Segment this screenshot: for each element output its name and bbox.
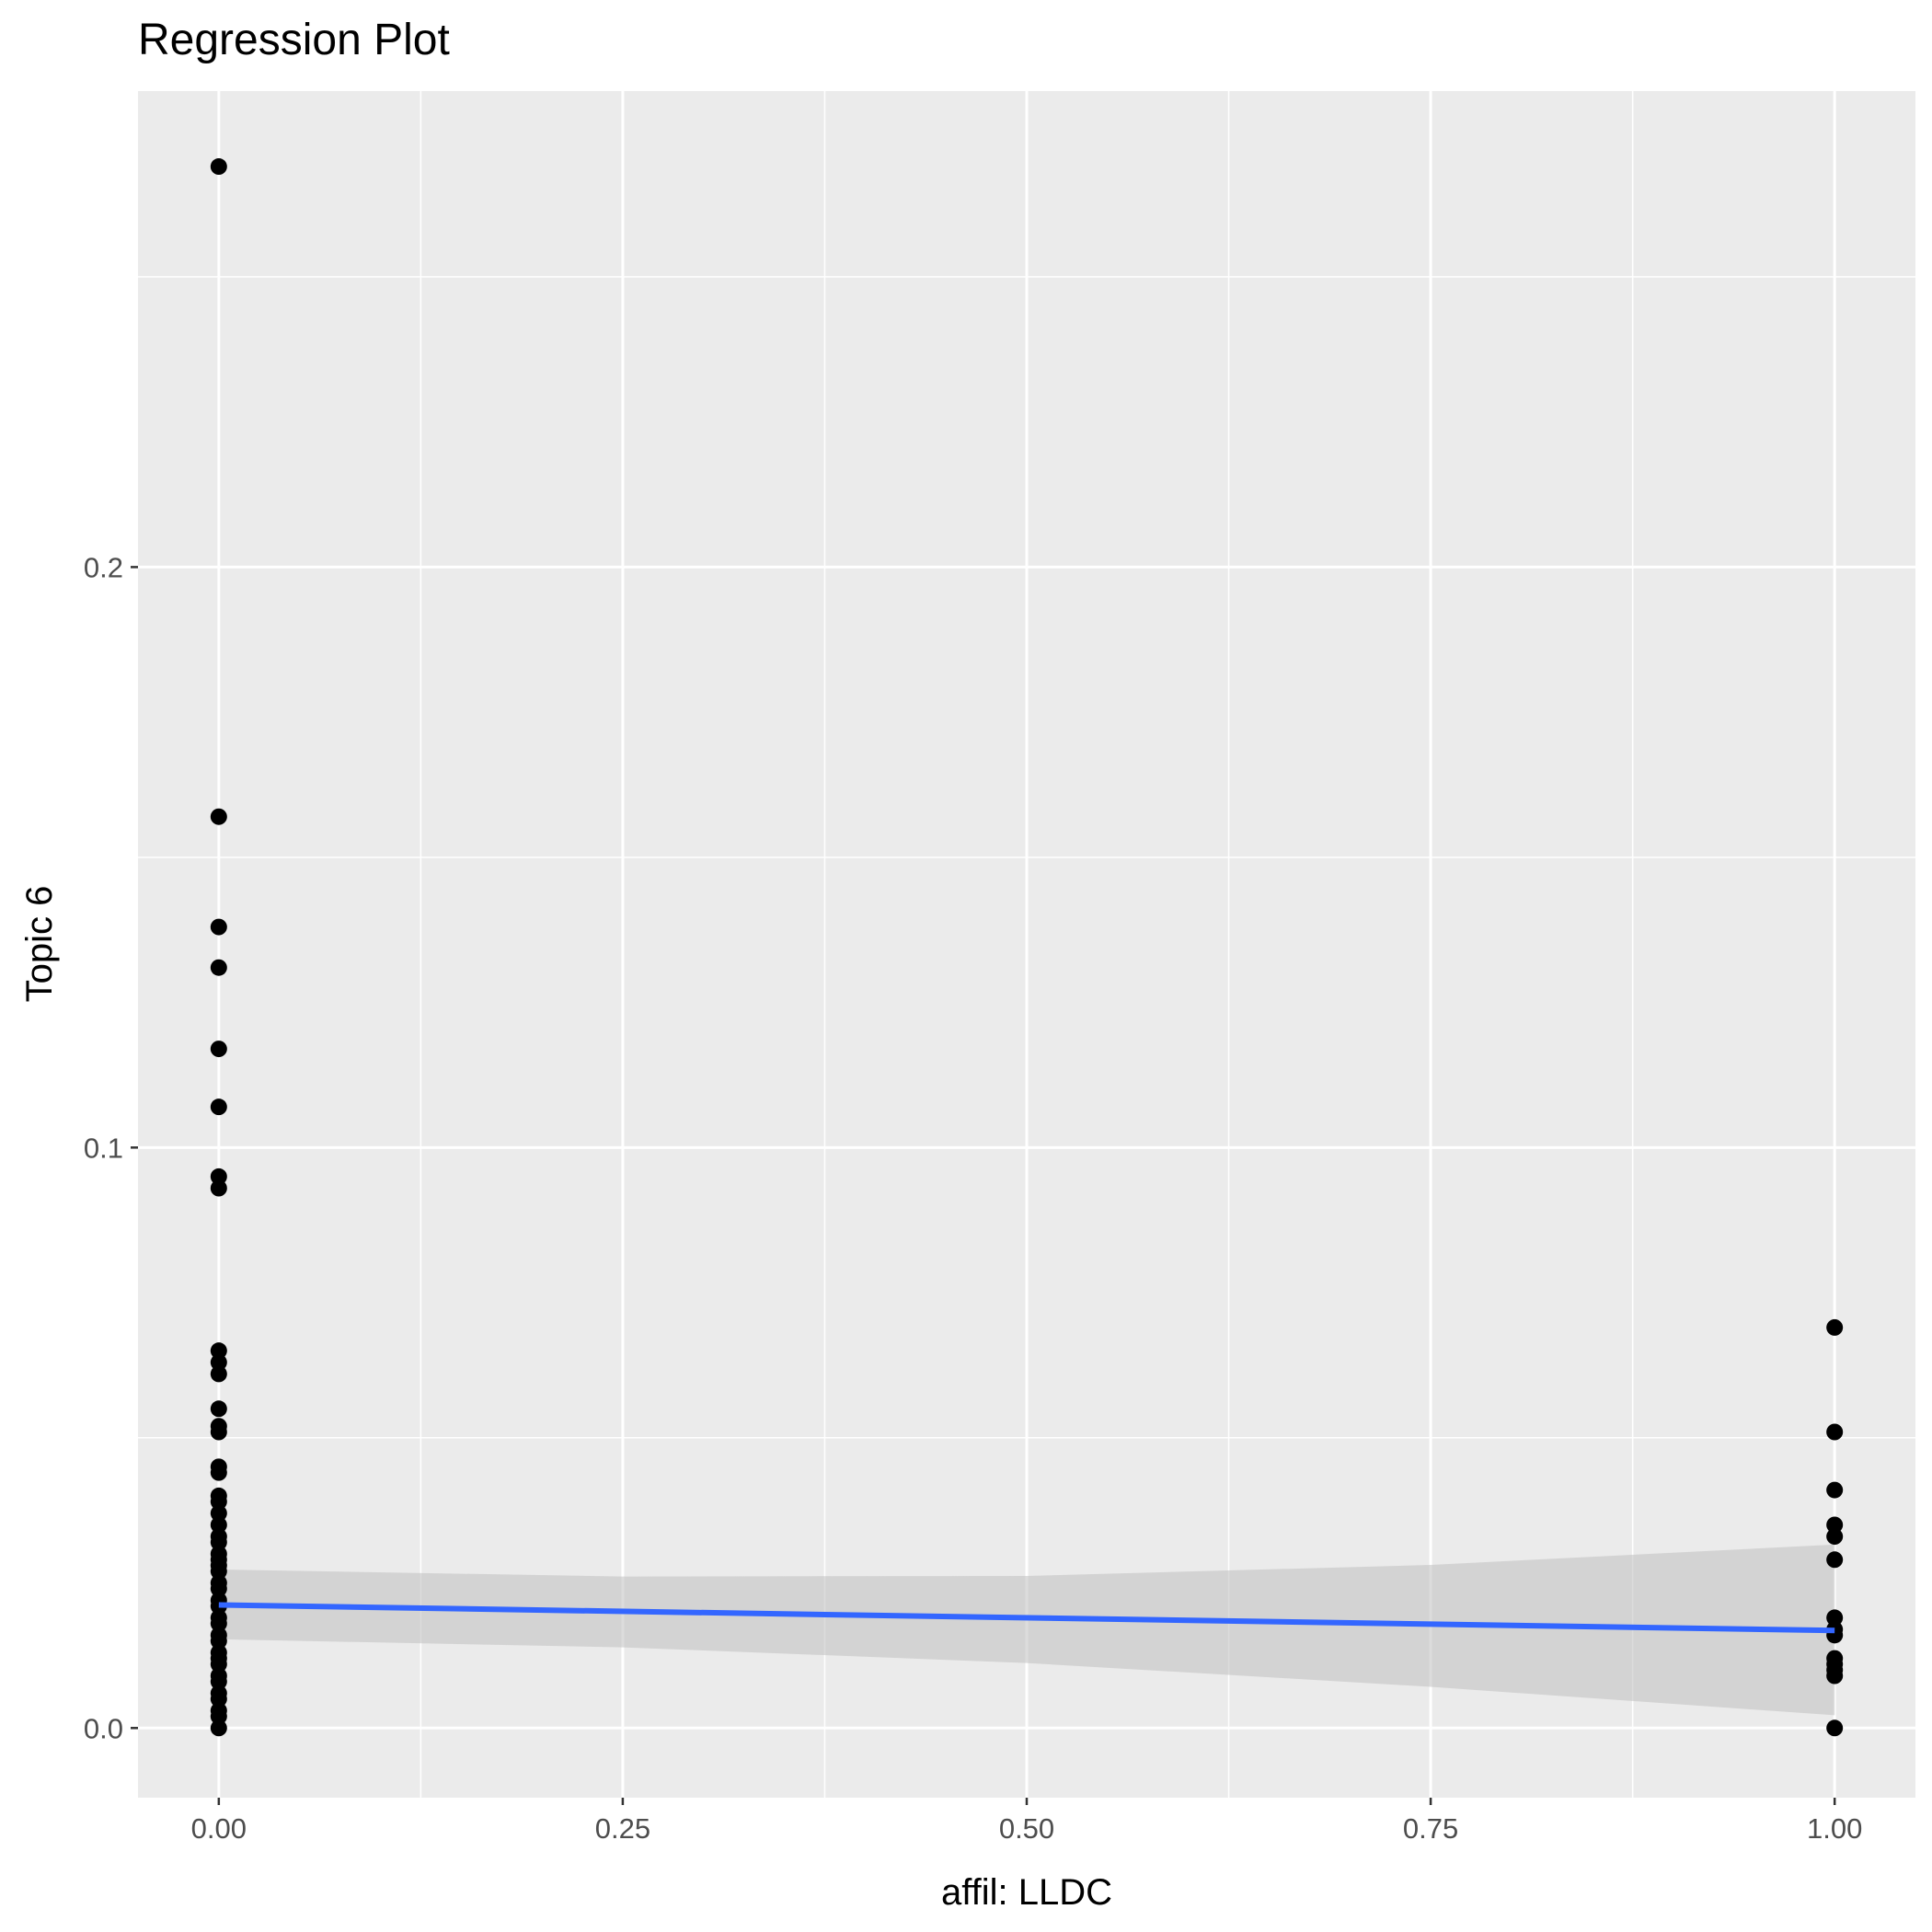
data-point: [210, 1353, 227, 1371]
data-point: [210, 1580, 227, 1597]
data-point: [210, 1493, 227, 1511]
points-layer: [210, 158, 1844, 1737]
data-point: [1826, 1423, 1844, 1441]
data-point: [1826, 1609, 1844, 1627]
chart-title: Regression Plot: [138, 16, 450, 64]
data-point: [1826, 1551, 1844, 1569]
data-point: [1826, 1528, 1844, 1546]
data-point: [210, 1400, 227, 1418]
y-axis-title: Topic 6: [19, 886, 60, 1003]
data-point: [210, 1708, 227, 1725]
x-tick-label: 0.00: [191, 1812, 247, 1845]
y-tick-label: 0.0: [84, 1712, 123, 1744]
data-point: [210, 1562, 227, 1580]
data-point: [210, 1423, 227, 1441]
data-point: [210, 1179, 227, 1197]
y-tick-label: 0.2: [84, 551, 123, 583]
y-axis: 0.0 0.1 0.2: [84, 551, 138, 1744]
data-point: [210, 1041, 227, 1058]
x-tick-label: 0.75: [1403, 1812, 1458, 1845]
data-point: [210, 918, 227, 936]
regression-line: [218, 1602, 1835, 1634]
data-point: [210, 1167, 227, 1185]
data-point: [210, 1504, 227, 1522]
x-tick-label: 0.25: [595, 1812, 650, 1845]
x-axis-title: affil: LLDC: [941, 1872, 1112, 1913]
major-gridlines: [138, 91, 1915, 1798]
x-tick-label: 1.00: [1807, 1812, 1862, 1845]
data-point: [210, 1690, 227, 1708]
x-axis: 0.00 0.25 0.50 0.75 1.00: [191, 1798, 1862, 1845]
data-point: [1826, 1318, 1844, 1336]
data-point: [210, 1673, 227, 1690]
data-point: [210, 1342, 227, 1360]
data-point: [210, 1632, 227, 1650]
confidence-band-layer: [218, 1544, 1835, 1716]
data-point: [210, 158, 227, 176]
data-point: [210, 808, 227, 825]
data-point: [210, 1365, 227, 1383]
data-point: [1826, 1516, 1844, 1534]
data-point: [210, 959, 227, 976]
data-point: [1826, 1481, 1844, 1499]
data-point: [210, 1464, 227, 1481]
data-point: [210, 1719, 227, 1737]
data-point: [1826, 1667, 1844, 1685]
data-point: [1826, 1719, 1844, 1737]
data-point: [210, 1534, 227, 1551]
confidence-band: [218, 1544, 1835, 1716]
data-point: [210, 1655, 227, 1673]
x-tick-label: 0.50: [999, 1812, 1054, 1845]
y-tick-label: 0.1: [84, 1132, 123, 1164]
regression-line-layer: [218, 1602, 1835, 1634]
data-point: [210, 1516, 227, 1534]
data-point: [210, 1615, 227, 1632]
data-point: [210, 1098, 227, 1116]
